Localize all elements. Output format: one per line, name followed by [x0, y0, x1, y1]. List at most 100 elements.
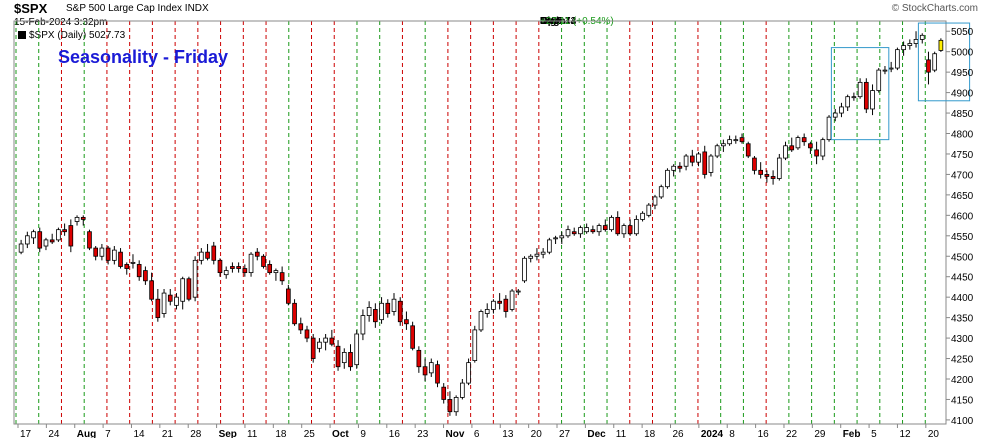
- candle-down: [764, 174, 770, 177]
- candle-down: [267, 264, 273, 274]
- y-tick-label: 4550: [951, 232, 974, 243]
- symbol: $SPX: [14, 1, 48, 16]
- candle-up: [223, 270, 229, 276]
- y-tick-label: 4350: [951, 314, 974, 325]
- candle-up: [578, 227, 583, 235]
- candle-up: [534, 253, 540, 257]
- candle-up: [317, 341, 322, 349]
- candle-down: [261, 255, 266, 267]
- candle-up: [130, 261, 136, 264]
- y-tick-label: 4150: [951, 395, 974, 406]
- candle-down: [435, 364, 440, 384]
- candle-down: [926, 59, 931, 73]
- candle-up: [776, 157, 782, 179]
- candle-down: [335, 345, 341, 368]
- y-tick-label: 5000: [951, 48, 974, 59]
- candle-down: [68, 225, 74, 247]
- candle-down: [254, 251, 260, 257]
- candle-down: [167, 294, 173, 302]
- candle-down: [80, 216, 86, 220]
- candle-up: [199, 251, 204, 261]
- candle-up: [857, 81, 863, 98]
- y-tick-label: 4500: [951, 252, 974, 263]
- candle-up: [248, 253, 254, 274]
- candle-up: [509, 290, 515, 310]
- candle-up: [901, 45, 906, 51]
- candle-down: [329, 337, 335, 345]
- x-tick-label: 6: [474, 429, 480, 438]
- candle-up: [323, 337, 328, 343]
- x-tick-label: 20: [531, 429, 543, 438]
- candle-down: [286, 288, 291, 304]
- candle-up: [559, 235, 565, 239]
- x-tick-label: 9: [360, 429, 366, 438]
- x-tick-label: 29: [814, 429, 826, 438]
- candle-up: [932, 53, 938, 71]
- candle-up: [484, 309, 490, 314]
- candle-down: [677, 165, 683, 169]
- candle-up: [658, 186, 664, 198]
- candle-down: [590, 229, 596, 233]
- candle-down: [155, 298, 161, 319]
- candle-up: [646, 204, 652, 216]
- candle-down: [37, 231, 43, 249]
- candle-up: [907, 43, 913, 46]
- x-tick-label: 17: [20, 429, 32, 438]
- candle-down: [801, 137, 807, 143]
- y-tick-label: 4950: [951, 68, 974, 79]
- candle-down: [770, 176, 776, 179]
- candle-up: [540, 251, 546, 255]
- candle-up: [919, 34, 925, 40]
- x-tick-label: 25: [304, 429, 316, 438]
- x-tick-label: 20: [928, 429, 940, 438]
- highlight-box: [830, 47, 890, 141]
- plot-frame: [13, 20, 947, 425]
- candle-up: [360, 315, 366, 335]
- candle-up: [56, 229, 61, 241]
- candle-up: [870, 90, 875, 110]
- x-axis-ticks: 17 24 Aug 7 14 21 28 Sep 11 18 25 Oct 9 16 23 Nov 6 13 20 2…: [17, 424, 940, 438]
- candle-down: [758, 169, 763, 175]
- x-tick-label: 11: [247, 429, 258, 438]
- candle-up: [341, 352, 347, 364]
- series-legend: $SPX (Daily) 5027.73: [18, 30, 125, 41]
- candle-up: [696, 153, 701, 163]
- candle-down: [124, 264, 130, 269]
- y-tick-label: 4400: [951, 293, 974, 304]
- candle-down: [105, 247, 111, 261]
- candle-up: [515, 290, 521, 293]
- x-tick-label: 21: [162, 429, 174, 438]
- candle-up: [18, 243, 24, 253]
- candle-up: [99, 247, 105, 257]
- candle-up: [522, 257, 527, 282]
- candle-down: [863, 81, 869, 110]
- candle-up: [708, 155, 714, 173]
- candle-up: [783, 145, 788, 159]
- candle-down: [571, 231, 577, 235]
- x-tick-label: 22: [786, 429, 798, 438]
- candle-up: [472, 329, 478, 361]
- x-tick-label: 27: [559, 429, 571, 438]
- x-tick-label: 5: [871, 429, 877, 438]
- candle-down: [87, 231, 92, 249]
- x-tick-label: 16: [389, 429, 401, 438]
- x-tick-label: Oct: [332, 429, 349, 438]
- candle-up: [683, 155, 689, 167]
- candle-up: [453, 397, 459, 413]
- candles: [18, 31, 944, 416]
- candle-up: [640, 212, 645, 220]
- legend-swatch: [18, 31, 26, 40]
- candle-down: [447, 399, 453, 413]
- candle-up: [714, 145, 720, 157]
- candle-up: [584, 227, 589, 233]
- candle-down: [136, 264, 142, 278]
- candle-up: [845, 96, 850, 108]
- candle-down: [230, 266, 235, 269]
- y-axis-ticks: 4100 4150 4200 4250 4300 4350 4400 4450 4500 4550…: [946, 27, 974, 427]
- candle-up: [895, 49, 900, 69]
- x-tick-label: 11: [616, 429, 627, 438]
- candle-up: [354, 333, 360, 366]
- candle-down: [689, 155, 695, 163]
- highlight-box: [917, 22, 971, 102]
- y-tick-label: 5050: [951, 27, 974, 38]
